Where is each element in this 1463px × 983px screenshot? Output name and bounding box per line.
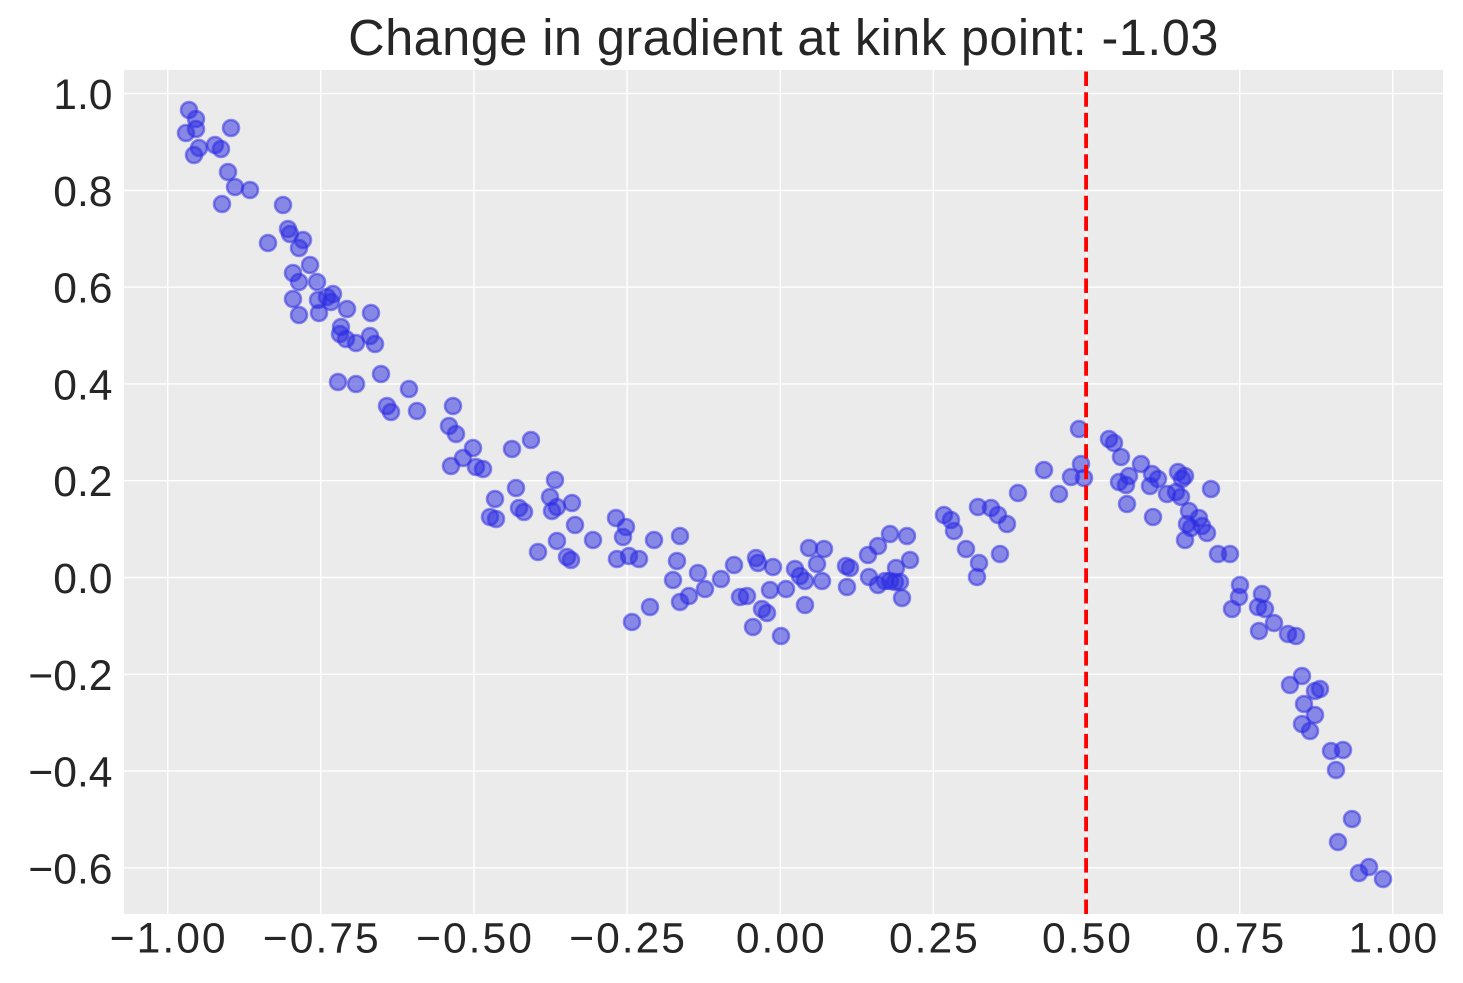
- svg-text:0.4: 0.4: [53, 361, 112, 409]
- svg-text:0.8: 0.8: [53, 168, 112, 216]
- svg-text:Change in gradient at kink poi: Change in gradient at kink point: -1.03: [348, 9, 1219, 66]
- svg-text:0.25: 0.25: [889, 915, 980, 963]
- svg-text:−0.50: −0.50: [416, 915, 534, 963]
- svg-text:0.6: 0.6: [53, 265, 112, 313]
- svg-text:0.2: 0.2: [53, 458, 112, 506]
- svg-text:1.0: 1.0: [53, 71, 112, 119]
- svg-text:0.00: 0.00: [736, 915, 827, 963]
- svg-text:−0.2: −0.2: [28, 652, 112, 700]
- svg-text:−0.25: −0.25: [569, 915, 687, 963]
- svg-text:−1.00: −1.00: [110, 915, 228, 963]
- svg-text:1.00: 1.00: [1348, 915, 1439, 963]
- svg-text:−0.6: −0.6: [28, 845, 112, 893]
- svg-text:−0.4: −0.4: [28, 749, 112, 797]
- svg-text:0.75: 0.75: [1195, 915, 1286, 963]
- svg-text:−0.75: −0.75: [263, 915, 381, 963]
- svg-text:0.0: 0.0: [53, 555, 112, 603]
- svg-text:0.50: 0.50: [1042, 915, 1133, 963]
